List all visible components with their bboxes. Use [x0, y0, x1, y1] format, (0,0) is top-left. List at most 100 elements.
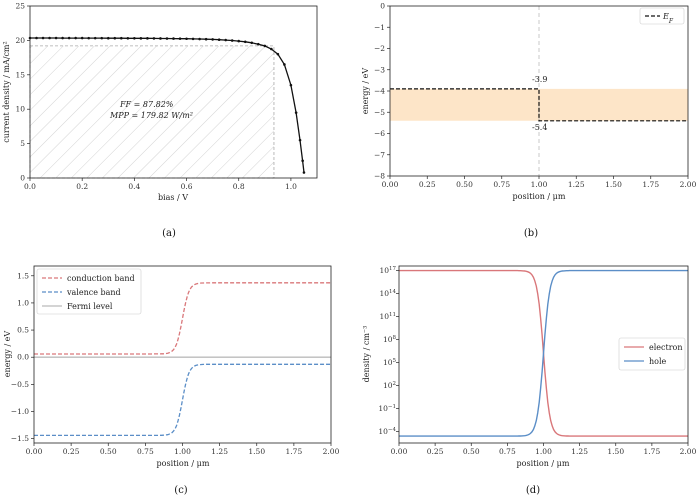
jv-point: [250, 41, 254, 45]
legend-d-entry-1: hole: [649, 357, 667, 366]
annotation-ff: FF = 87.82%: [119, 100, 174, 109]
b-xtick-label-7: 1.75: [642, 180, 659, 189]
jv-point: [204, 37, 208, 41]
c-xtick-label-6: 1.50: [248, 447, 265, 456]
jv-point: [224, 38, 227, 42]
jv-point: [113, 36, 117, 40]
b-ytick-label-4: −4: [374, 87, 385, 96]
a-ytick-label-3: 15: [15, 70, 25, 79]
mpp-rectangle: [29, 45, 275, 179]
d-xtick-label-8: 2.00: [680, 447, 697, 456]
x-axis-label-a: bias / V: [158, 193, 188, 202]
panel-a: 0.0 0.2 0.4 0.6 0.8 1.0 0 5 10 15 20 25 FF = 87.82…: [2, 2, 318, 239]
legend-c-entry-0: conduction band: [67, 274, 135, 283]
legend-d: electron hole: [618, 337, 686, 371]
c-ytick-label-5: −1.0: [11, 407, 29, 416]
b-xtick-label-6: 1.50: [605, 180, 622, 189]
c-xtick-label-8: 2.00: [323, 447, 340, 456]
c-xtick-label-1: 0.25: [63, 447, 80, 456]
label-upper: -3.9: [532, 75, 547, 84]
b-ytick-label-8: −8: [374, 172, 385, 181]
jv-point: [211, 38, 214, 41]
y-axis-label-b: energy / eV: [361, 68, 370, 115]
a-xtick-label-3: 0.6: [181, 182, 193, 191]
jv-point: [67, 36, 71, 40]
d-ytick-label-2: 1011: [379, 312, 396, 321]
jv-point: [301, 159, 304, 163]
jv-point: [126, 36, 130, 40]
b-xtick-label-8: 2.00: [680, 180, 697, 189]
jv-point: [139, 37, 143, 40]
jv-point: [48, 36, 51, 40]
legend-c-entry-2: Fermi level: [67, 302, 113, 311]
jv-point: [80, 36, 84, 40]
jv-point: [100, 36, 104, 40]
jv-point: [152, 37, 156, 40]
b-ytick-label-3: −3: [374, 65, 385, 74]
c-ytick-label-1: 1.0: [17, 298, 29, 307]
b-ytick-label-2: −2: [374, 44, 385, 53]
fermi-level-line: [390, 88, 688, 122]
b-xtick-label-4: 1.00: [531, 180, 548, 189]
b-ytick-label-0: 0: [380, 2, 385, 11]
svg-text:EF: EF: [662, 12, 674, 25]
c-ytick-label-6: −1.5: [11, 434, 29, 443]
c-ytick-label-3: 0.0: [17, 353, 29, 362]
d-xtick-label-4: 1.00: [535, 447, 552, 456]
jv-point: [289, 83, 293, 87]
jv-point: [298, 138, 302, 142]
c-ytick-label-2: 0.5: [17, 326, 29, 335]
d-xtick-label-2: 0.50: [463, 447, 480, 456]
c-xtick-label-0: 0.00: [26, 447, 43, 456]
panel-c: 0.00 0.25 0.50 0.75 1.00 1.25 1.50 1.75 2.00 1.5…: [3, 265, 340, 496]
d-xtick-label-1: 0.25: [427, 447, 444, 456]
b-ytick-label-1: −1: [374, 23, 385, 32]
c-xtick-label-4: 1.00: [174, 447, 191, 456]
jv-point: [93, 36, 97, 40]
y-axis-label-d: density / cm⁻³: [362, 326, 371, 383]
b-xtick-label-3: 0.75: [493, 180, 510, 189]
jv-point: [178, 37, 182, 40]
x-axis-label-d: position / μm: [517, 459, 570, 468]
b-xtick-label-1: 0.25: [419, 180, 436, 189]
d-xtick-label-6: 1.50: [607, 447, 624, 456]
jv-point: [243, 40, 247, 44]
b-ytick-label-7: −7: [374, 150, 385, 159]
jv-point: [185, 37, 188, 41]
jv-point: [270, 47, 273, 51]
series-c-0: [34, 282, 331, 355]
d-ytick-label-1: 1014: [379, 289, 396, 298]
jv-point: [283, 63, 286, 66]
label-lower: -5.4: [532, 123, 547, 132]
d-xtick-label-0: 0.00: [391, 447, 408, 456]
jv-point: [294, 111, 298, 114]
c-xtick-label-5: 1.25: [211, 447, 228, 456]
legend-c: conduction band valence band Fermi level: [36, 268, 142, 315]
d-ytick-label-5: 102: [383, 381, 396, 390]
d-ytick-label-4: 105: [383, 358, 397, 367]
b-xtick-label-0: 0.00: [382, 180, 399, 189]
legend-b: EF: [639, 7, 685, 25]
caption-c: (c): [174, 485, 188, 496]
y-axis-label-c: energy / eV: [3, 331, 12, 378]
a-xtick-label-1: 0.2: [76, 182, 88, 191]
jv-point: [61, 36, 64, 40]
panel-b: 0.00 0.25 0.50 0.75 1.00 1.25 1.50 1.75 2.00 0 −1…: [361, 2, 697, 240]
b-xtick-label-2: 0.50: [456, 180, 473, 189]
jv-point: [302, 171, 306, 174]
caption-d: (d): [526, 485, 540, 496]
a-xtick-label-0: 0.0: [24, 182, 36, 191]
d-ytick-label-3: 108: [383, 335, 397, 344]
a-xtick-label-4: 0.8: [233, 182, 245, 191]
d-xtick-label-7: 1.75: [644, 447, 661, 456]
c-xtick-label-3: 0.75: [137, 447, 154, 456]
c-ytick-label-0: 1.5: [17, 271, 29, 280]
jv-point: [165, 37, 169, 40]
legend-c-entry-1: valence band: [66, 288, 121, 297]
jv-point: [106, 36, 110, 40]
series-d-1: [399, 269, 688, 437]
jv-point: [41, 36, 45, 40]
jv-point: [159, 37, 162, 40]
jv-point: [191, 37, 195, 41]
